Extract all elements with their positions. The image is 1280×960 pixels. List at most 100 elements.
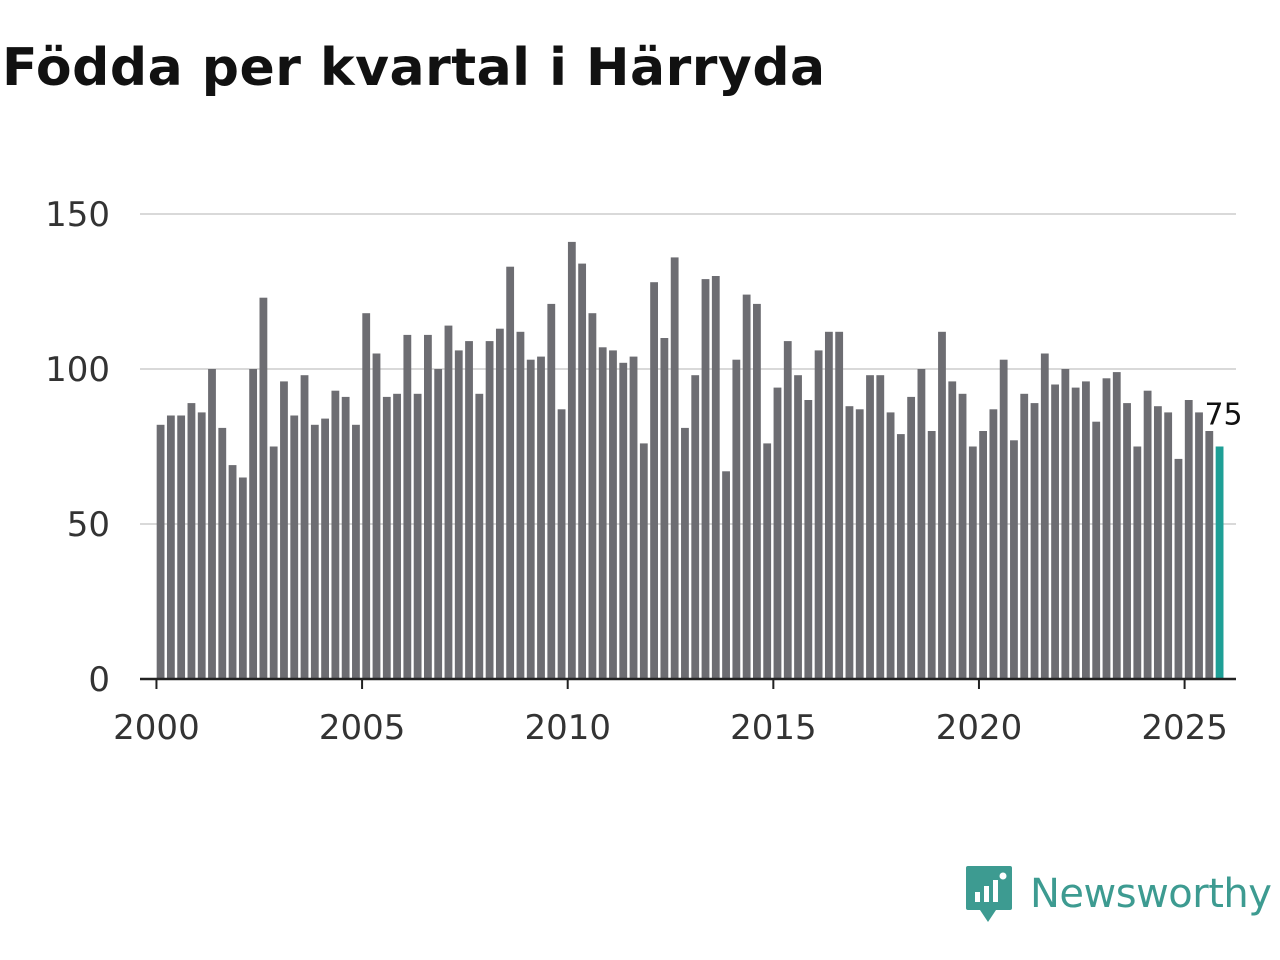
bar: [578, 263, 587, 679]
bar: [424, 334, 432, 679]
bar: [732, 359, 741, 679]
bar: [1112, 372, 1121, 679]
bar: [218, 427, 227, 679]
x-tick-label: 2010: [524, 708, 611, 748]
bar: [639, 443, 648, 679]
bar: [280, 381, 288, 679]
bar: [619, 362, 628, 679]
bar: [845, 406, 854, 679]
bar: [866, 375, 874, 679]
bar: [485, 341, 494, 679]
bar: [660, 338, 669, 679]
x-tick-label: 2015: [730, 708, 817, 748]
bar: [1133, 446, 1142, 679]
bar: [1102, 378, 1111, 679]
bar: [824, 331, 833, 679]
bar: [1143, 390, 1152, 679]
bar: [711, 276, 720, 679]
bar: [588, 313, 597, 679]
bar: [362, 313, 371, 679]
bar: [166, 415, 175, 679]
newsworthy-icon: [966, 866, 1012, 922]
bar: [753, 303, 761, 679]
bar: [475, 393, 484, 679]
bar: [979, 431, 988, 679]
bar: [454, 350, 463, 679]
bar: [444, 325, 453, 679]
chart-title: Födda per kvartal i Härryda: [2, 38, 826, 98]
bar: [1071, 387, 1080, 679]
latest-value-label: 75: [1204, 398, 1242, 433]
bar: [999, 359, 1008, 679]
bar: [352, 424, 360, 679]
axes: [140, 677, 1236, 689]
bar: [1061, 369, 1070, 679]
bar: [742, 294, 751, 679]
bar-latest: [1215, 446, 1224, 679]
bar: [855, 409, 864, 679]
bar: [393, 393, 401, 679]
bar: [300, 375, 309, 679]
bar: [691, 375, 700, 679]
bar: [372, 353, 381, 679]
bar: [465, 341, 473, 679]
y-tick-label: 150: [45, 195, 110, 235]
labels: 0 50 100 150 75 2000 2005 2010 2015 2020 2025: [45, 195, 1245, 748]
y-tick-label: 0: [88, 660, 110, 700]
bar: [177, 415, 186, 679]
bar: [835, 331, 844, 679]
bar: [259, 297, 268, 679]
bar: [1123, 403, 1131, 679]
bar: [927, 431, 936, 679]
bar: [238, 477, 247, 679]
bar: [1030, 403, 1039, 679]
bar: [197, 412, 206, 679]
bar: [989, 409, 998, 679]
bar: [1153, 406, 1162, 679]
bar: [968, 446, 977, 679]
x-tick-label: 2020: [936, 708, 1023, 748]
bar: [526, 359, 535, 679]
bar: [310, 424, 319, 679]
bar: [1092, 421, 1101, 679]
bar: [567, 241, 576, 679]
bar: [187, 403, 196, 679]
bar: [269, 446, 278, 679]
bar: [506, 266, 515, 679]
bar: [722, 471, 730, 679]
bar: [948, 381, 957, 679]
bar: [938, 331, 946, 679]
bar: [886, 412, 895, 679]
bar: [1020, 393, 1029, 679]
y-tick-label: 100: [45, 350, 110, 390]
bar: [804, 400, 813, 679]
newsworthy-logo: Newsworthy: [964, 864, 1272, 924]
y-tick-label: 50: [67, 505, 110, 545]
bar: [1082, 381, 1090, 679]
bar: [228, 465, 237, 679]
bar: [516, 331, 525, 679]
bar: [537, 356, 545, 679]
bar: [609, 350, 617, 679]
bar: [557, 409, 566, 679]
bar: [1010, 440, 1018, 679]
bar: [249, 369, 258, 679]
bar: [1051, 384, 1059, 679]
bar: [331, 390, 340, 679]
bars: [156, 241, 1224, 679]
bar: [156, 424, 165, 679]
x-tick-label: 2000: [113, 708, 200, 748]
bar: [958, 393, 967, 679]
bar: [1205, 431, 1214, 679]
bar: [1195, 412, 1203, 679]
bar: [598, 347, 607, 679]
bar: [794, 375, 802, 679]
bar: [629, 356, 638, 679]
bar: [382, 396, 391, 679]
bar: [1174, 458, 1183, 679]
bar: [876, 375, 885, 679]
bar: [763, 443, 772, 679]
bar: [701, 279, 710, 679]
bar: [495, 328, 504, 679]
